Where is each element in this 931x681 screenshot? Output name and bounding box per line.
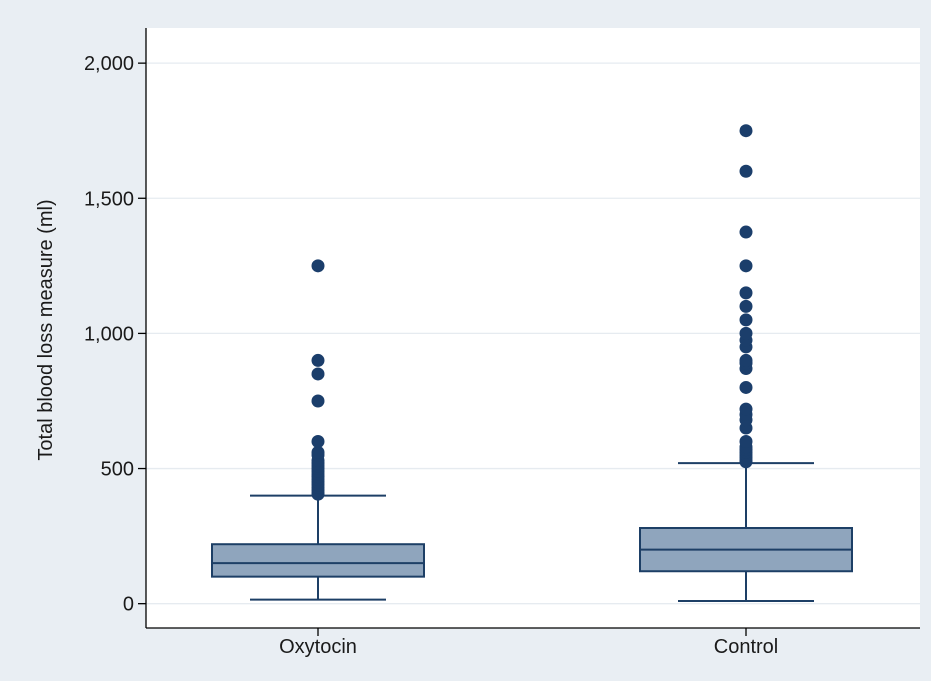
outlier-point (311, 435, 325, 449)
outlier-point (739, 299, 753, 313)
outlier-point (739, 259, 753, 273)
outlier-point (739, 225, 753, 239)
outlier-point (311, 367, 325, 381)
iqr-box (211, 543, 425, 578)
y-axis-label: Total blood loss measure (ml) (35, 199, 57, 460)
y-tick-label: 1,000 (84, 323, 134, 345)
outlier-point (739, 313, 753, 327)
y-tick-label: 1,500 (84, 188, 134, 210)
outlier-point (739, 353, 753, 367)
x-tick-label: Oxytocin (279, 636, 357, 658)
outlier-point (311, 259, 325, 273)
y-tick-label: 500 (101, 459, 134, 481)
outlier-point (311, 394, 325, 408)
y-tick-label: 2,000 (84, 53, 134, 75)
outlier-point (311, 445, 325, 459)
outlier-point (739, 380, 753, 394)
outlier-point (739, 435, 753, 449)
outlier-point (739, 164, 753, 178)
outlier-point (739, 124, 753, 138)
x-tick-label: Control (714, 636, 778, 658)
outlier-point (311, 353, 325, 367)
outlier-point (739, 286, 753, 300)
outlier-point (739, 402, 753, 416)
x-ticks: Oxytocin Control (279, 628, 778, 658)
outlier-point (739, 326, 753, 340)
outliers (311, 124, 753, 501)
y-ticks: 0 500 1,000 1,500 2,000 (84, 53, 146, 616)
grid-lines (146, 62, 920, 605)
y-tick-label: 0 (123, 594, 134, 616)
